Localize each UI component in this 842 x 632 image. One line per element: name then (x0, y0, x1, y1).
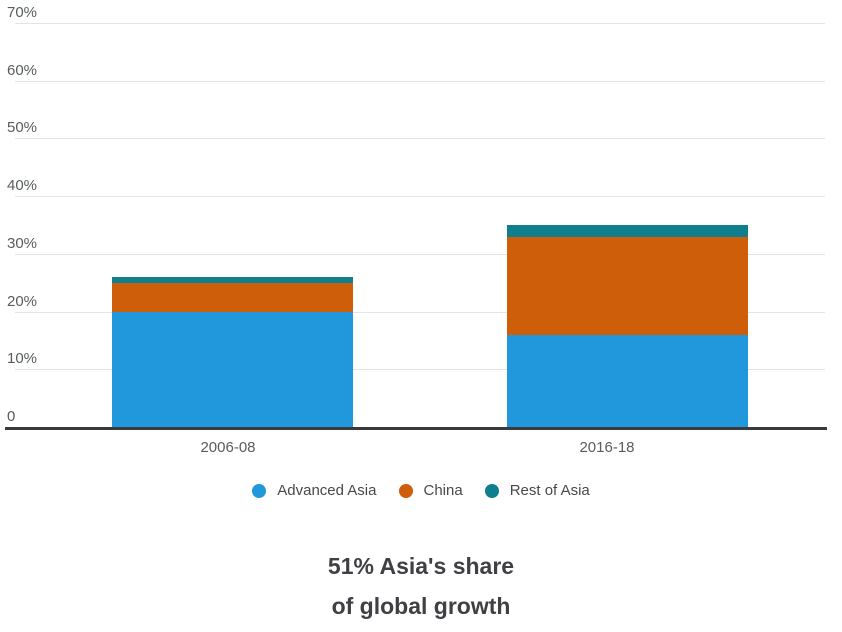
legend-item-china: China (398, 482, 463, 499)
legend-item-advanced-asia: Advanced Asia (252, 482, 377, 499)
y-axis-tick-label: 60% (7, 62, 38, 79)
gridline-50 (15, 138, 825, 139)
y-axis-tick-label: 10% (7, 350, 38, 367)
caption-line-1: 51% Asia's share (327, 553, 515, 579)
y-axis-tick-label: 70% (7, 4, 38, 21)
legend-swatch-icon (252, 483, 267, 498)
x-axis-line (5, 427, 827, 430)
y-axis-tick-label: 0 (7, 408, 16, 425)
y-axis-tick-label: 40% (7, 177, 38, 194)
gridline-30 (15, 254, 825, 255)
legend-label: Rest of Asia (509, 482, 590, 499)
bar-segment-china-2006-08 (112, 282, 353, 312)
legend-item-rest-of-asia: Rest of Asia (484, 482, 590, 499)
gridline-40 (15, 196, 825, 197)
plot-area: 0 10% 20% 30% 40% 50% 60% 70% (5, 4, 827, 430)
x-axis-category-label: 2016-18 (579, 439, 635, 456)
legend-swatch-icon (484, 483, 499, 498)
caption-line-2: of global growth (331, 593, 511, 619)
x-axis-category-label: 2006-08 (200, 439, 256, 456)
y-axis-tick-label: 50% (7, 119, 38, 136)
chart-caption: 51% Asia's share of global growth (0, 546, 842, 626)
bar-segment-china-2016-18 (507, 236, 748, 335)
bar-segment-rest-of-asia-2006-08 (112, 276, 353, 283)
legend-label: China (423, 482, 463, 499)
gridline-20 (15, 312, 825, 313)
bar-segment-advanced-asia-2006-08 (112, 311, 353, 427)
gridline-60 (15, 81, 825, 82)
y-axis-tick-label: 30% (7, 235, 38, 252)
gridline-70 (15, 23, 825, 24)
y-axis-tick-label: 20% (7, 293, 38, 310)
chart-legend: Advanced Asia China Rest of Asia (0, 482, 842, 499)
bar-segment-advanced-asia-2016-18 (507, 334, 748, 427)
legend-label: Advanced Asia (277, 482, 377, 499)
legend-swatch-icon (398, 483, 413, 498)
bar-segment-rest-of-asia-2016-18 (507, 225, 748, 237)
gridline-10 (15, 369, 825, 370)
